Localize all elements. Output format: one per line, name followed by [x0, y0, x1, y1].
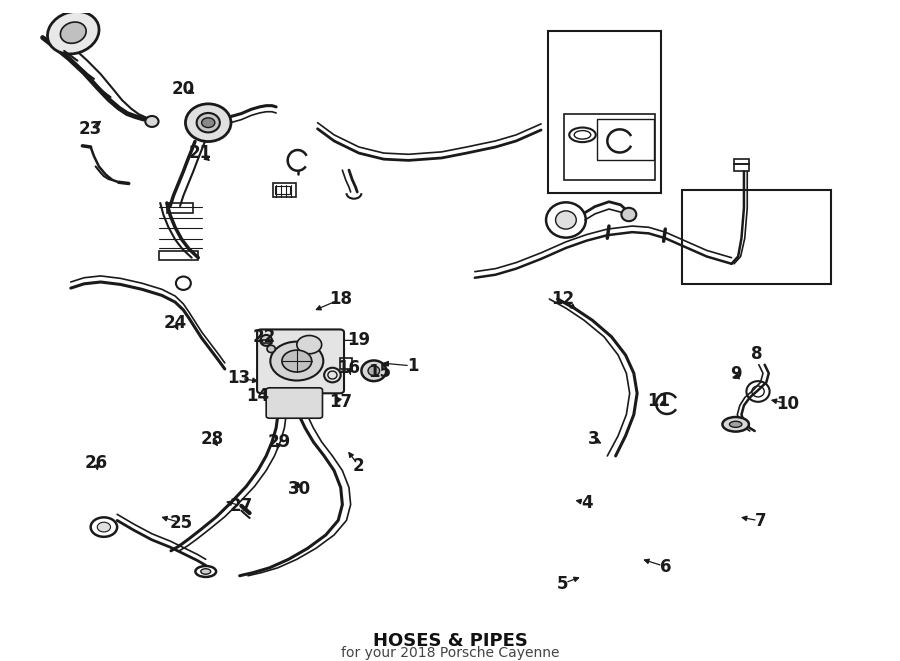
Text: 28: 28 [201, 430, 224, 448]
Ellipse shape [48, 11, 99, 54]
Ellipse shape [201, 568, 211, 574]
Text: 23: 23 [78, 120, 102, 137]
Text: 30: 30 [288, 480, 310, 498]
Text: 3: 3 [588, 430, 599, 448]
Ellipse shape [60, 22, 86, 44]
Ellipse shape [621, 208, 636, 221]
Text: 18: 18 [329, 290, 352, 308]
Text: 27: 27 [230, 497, 253, 515]
Text: 14: 14 [247, 387, 269, 405]
Text: 7: 7 [755, 512, 766, 530]
Text: 15: 15 [368, 363, 392, 381]
Circle shape [202, 118, 215, 128]
Bar [275, 186, 290, 194]
Text: 25: 25 [169, 514, 193, 532]
Bar [340, 358, 352, 369]
Text: 2: 2 [353, 457, 364, 475]
Circle shape [270, 342, 323, 381]
Ellipse shape [185, 104, 231, 141]
Text: 19: 19 [347, 331, 371, 350]
Ellipse shape [723, 417, 749, 432]
Text: HOSES & PIPES: HOSES & PIPES [373, 632, 527, 650]
Text: 12: 12 [551, 290, 574, 308]
Text: 4: 4 [580, 494, 592, 512]
Ellipse shape [555, 211, 576, 229]
Text: 24: 24 [164, 315, 186, 332]
Text: 9: 9 [730, 366, 742, 383]
Text: 17: 17 [329, 393, 352, 411]
Bar [598, 119, 653, 161]
Bar [158, 251, 198, 260]
Bar [734, 159, 749, 164]
Text: 1: 1 [407, 357, 418, 375]
Text: 6: 6 [660, 558, 671, 576]
Ellipse shape [729, 421, 742, 428]
Ellipse shape [260, 335, 272, 346]
Text: 16: 16 [338, 360, 361, 377]
Text: 29: 29 [268, 433, 291, 451]
Bar [564, 114, 655, 180]
FancyBboxPatch shape [266, 388, 322, 418]
Text: 5: 5 [557, 574, 569, 593]
Ellipse shape [362, 360, 386, 381]
Bar [682, 190, 831, 284]
FancyBboxPatch shape [257, 329, 344, 393]
Bar [166, 203, 194, 213]
Text: for your 2018 Porsche Cayenne: for your 2018 Porsche Cayenne [341, 646, 559, 660]
Text: 11: 11 [647, 392, 670, 410]
Ellipse shape [145, 116, 158, 127]
Text: 22: 22 [253, 328, 276, 346]
Bar [548, 32, 662, 192]
Circle shape [297, 336, 321, 354]
Text: 13: 13 [228, 369, 250, 387]
Circle shape [282, 350, 311, 372]
Text: 20: 20 [172, 79, 195, 98]
Ellipse shape [368, 366, 380, 375]
Bar [273, 184, 296, 197]
Bar [734, 164, 749, 171]
Text: 21: 21 [188, 144, 212, 162]
Text: 26: 26 [85, 454, 108, 472]
Text: 8: 8 [751, 345, 762, 363]
Ellipse shape [267, 345, 275, 352]
Ellipse shape [196, 113, 220, 132]
Text: 10: 10 [777, 395, 799, 412]
Circle shape [97, 522, 111, 532]
